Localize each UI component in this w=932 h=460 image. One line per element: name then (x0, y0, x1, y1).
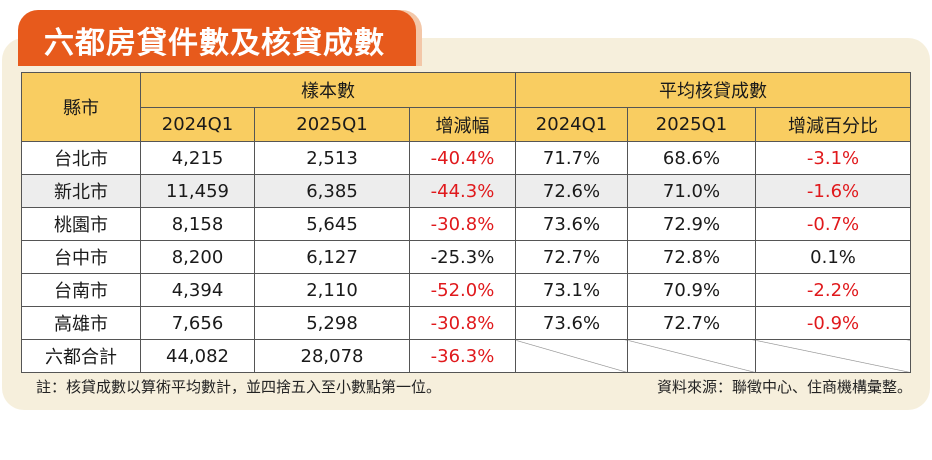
total-city-cell: 六都合計 (21, 339, 141, 373)
sample-2025-cell: 5,645 (254, 207, 410, 241)
ratio-2024-cell: 72.6% (515, 174, 629, 208)
table-row: 新北市 11,459 6,385 -44.3% 72.6% 71.0% -1.6… (21, 174, 912, 208)
ratio-change-cell: -3.1% (755, 141, 912, 175)
city-cell: 台南市 (21, 273, 141, 307)
sample-2025-cell: 6,127 (254, 240, 410, 274)
sample-2024-cell: 8,200 (140, 240, 255, 274)
col-sample-2025: 2025Q1 (254, 107, 410, 142)
sample-2024-cell: 4,394 (140, 273, 255, 307)
sample-group-header: 樣本數 (139, 72, 517, 108)
ratio-change-cell: -0.9% (755, 306, 912, 340)
col-ratio-2024: 2024Q1 (515, 107, 629, 142)
ratio-2024-cell: 72.7% (515, 240, 629, 274)
sample-2025-cell: 5,298 (254, 306, 410, 340)
sample-2025-cell: 2,513 (254, 141, 410, 175)
table-row: 台南市 4,394 2,110 -52.0% 73.1% 70.9% -2.2% (21, 273, 912, 307)
ratio-2025-cell: 72.8% (627, 240, 757, 274)
county-header: 縣市 (21, 72, 141, 142)
city-cell: 高雄市 (21, 306, 141, 340)
city-cell: 桃園市 (21, 207, 141, 241)
ratio-2025-cell: 71.0% (627, 174, 757, 208)
ratio-2024-cell: 73.6% (515, 207, 629, 241)
col-ratio-2025: 2025Q1 (627, 107, 757, 142)
ratio-2024-cell: 73.6% (515, 306, 629, 340)
ratio-2025-cell: 68.6% (627, 141, 757, 175)
col-sample-change: 增減幅 (408, 107, 517, 142)
ratio-change-cell: -2.2% (755, 273, 912, 307)
sample-change-cell: -30.8% (408, 306, 517, 340)
table-row: 台北市 4,215 2,513 -40.4% 71.7% 68.6% -3.1% (21, 141, 912, 175)
source-note: 資料來源：聯徵中心、住商機構彙整。 (656, 378, 912, 396)
total-sample-2025-cell: 28,078 (254, 339, 410, 373)
ratio-2025-cell: 70.9% (627, 273, 757, 307)
sample-change-cell: -52.0% (408, 273, 517, 307)
ratio-group-header: 平均核貸成數 (515, 72, 912, 108)
sample-2024-cell: 11,459 (140, 174, 255, 208)
title-tab: 六都房貸件數及核貸成數 (18, 10, 416, 66)
footnote: 註：核貸成數以算術平均數計，並四捨五入至小數點第一位。 (36, 378, 442, 396)
total-sample-2024-cell: 44,082 (140, 339, 255, 373)
sample-2024-cell: 8,158 (140, 207, 255, 241)
city-cell: 新北市 (21, 174, 141, 208)
sample-change-cell: -40.4% (408, 141, 517, 175)
ratio-change-cell: -1.6% (755, 174, 912, 208)
empty-slash-cell (627, 339, 757, 373)
sample-2024-cell: 4,215 (140, 141, 255, 175)
ratio-change-cell: 0.1% (755, 240, 912, 274)
ratio-2024-cell: 71.7% (515, 141, 629, 175)
sample-change-cell: -44.3% (408, 174, 517, 208)
table-row: 桃園市 8,158 5,645 -30.8% 73.6% 72.9% -0.7% (21, 207, 912, 241)
empty-slash-cell (515, 339, 629, 373)
page-title: 六都房貸件數及核貸成數 (44, 26, 385, 61)
col-sample-2024: 2024Q1 (140, 107, 255, 142)
city-cell: 台北市 (21, 141, 141, 175)
total-row: 六都合計 44,082 28,078 -36.3% (21, 339, 912, 373)
ratio-2025-cell: 72.7% (627, 306, 757, 340)
sample-2025-cell: 6,385 (254, 174, 410, 208)
table-row: 高雄市 7,656 5,298 -30.8% 73.6% 72.7% -0.9% (21, 306, 912, 340)
loan-table: 縣市 樣本數 平均核貸成數 2024Q1 2025Q1 增減幅 2024Q1 2… (21, 72, 912, 373)
total-sample-change-cell: -36.3% (408, 339, 517, 373)
empty-slash-cell (755, 339, 912, 373)
table-row: 台中市 8,200 6,127 -25.3% 72.7% 72.8% 0.1% (21, 240, 912, 274)
ratio-2024-cell: 73.1% (515, 273, 629, 307)
sample-change-cell: -30.8% (408, 207, 517, 241)
ratio-change-cell: -0.7% (755, 207, 912, 241)
city-cell: 台中市 (21, 240, 141, 274)
sample-change-cell: -25.3% (408, 240, 517, 274)
sample-2025-cell: 2,110 (254, 273, 410, 307)
sample-2024-cell: 7,656 (140, 306, 255, 340)
col-ratio-change: 增減百分比 (755, 107, 912, 142)
ratio-2025-cell: 72.9% (627, 207, 757, 241)
